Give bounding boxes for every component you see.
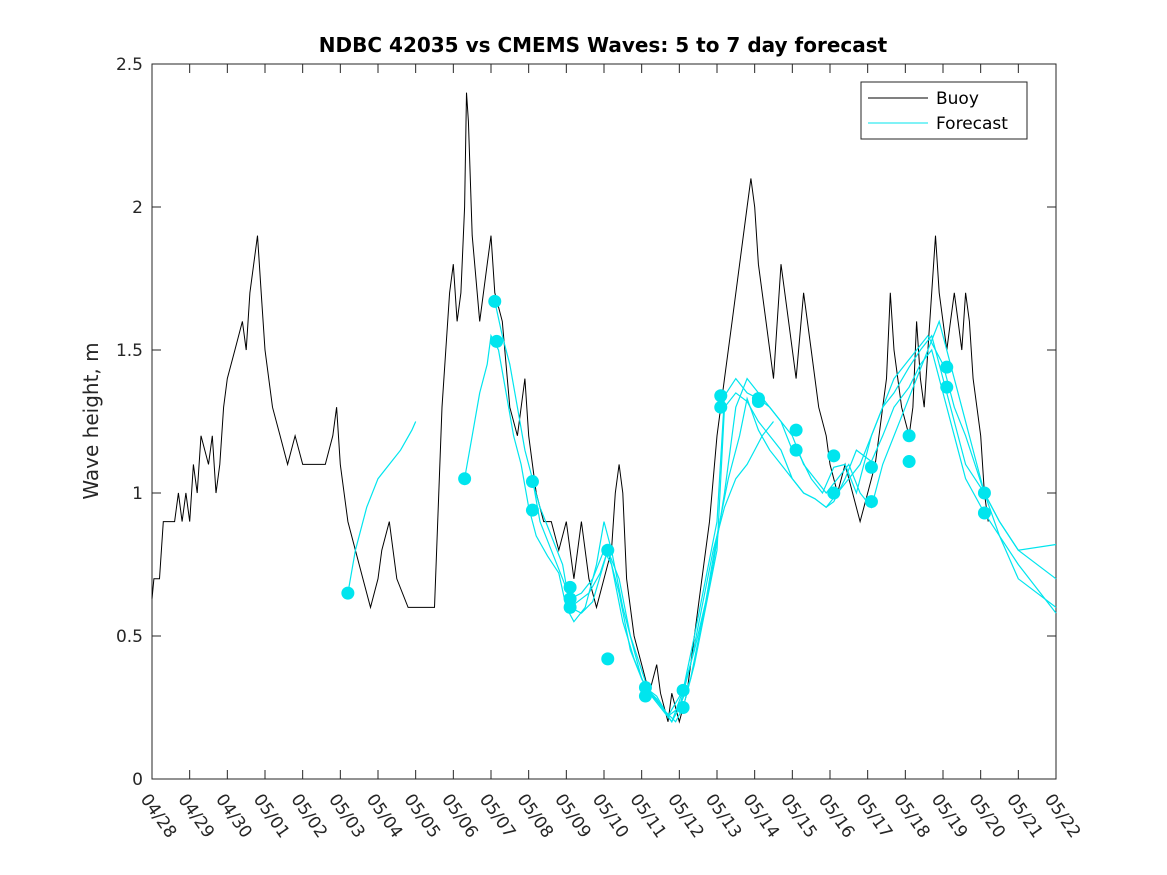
forecast-marker <box>563 600 577 614</box>
forecast-marker <box>676 683 690 697</box>
forecast-marker <box>827 486 841 500</box>
forecast-marker <box>676 701 690 714</box>
y-axis-label: Wave height, m <box>79 342 103 499</box>
y-tick-label: 2.5 <box>116 55 143 75</box>
forecast-marker <box>864 495 878 509</box>
forecast-line <box>569 348 1057 723</box>
forecast-marker <box>488 294 502 308</box>
forecast-marker <box>714 389 728 403</box>
y-tick-label: 2 <box>132 198 143 218</box>
legend-forecast-label: Forecast <box>936 114 1008 134</box>
legend-box <box>860 81 1028 140</box>
forecast-marker <box>789 423 803 437</box>
forecast-marker <box>601 543 615 557</box>
forecast-marker <box>940 360 954 374</box>
forecast-marker <box>525 503 539 517</box>
forecast-marker <box>827 449 841 463</box>
y-tick-label: 1 <box>132 484 143 504</box>
forecast-marker <box>902 455 916 469</box>
forecast-marker <box>525 475 539 489</box>
legend-buoy-label: Buoy <box>936 89 979 109</box>
forecast-marker <box>714 400 728 414</box>
forecast-line <box>645 334 1057 718</box>
buoy-line <box>151 92 989 724</box>
forecast-marker <box>458 472 472 486</box>
chart-title: NDBC 42035 vs CMEMS Waves: 5 to 7 day fo… <box>319 33 888 57</box>
forecast-marker <box>789 443 803 457</box>
forecast-marker <box>977 506 991 520</box>
forecast-marker <box>563 580 577 594</box>
y-tick-label: 0.5 <box>116 627 143 647</box>
forecast-marker <box>751 394 765 408</box>
forecast-marker <box>902 429 916 443</box>
forecast-marker <box>341 586 355 600</box>
y-tick-label: 1.5 <box>116 341 143 361</box>
forecast-marker <box>940 380 954 394</box>
forecast-marker <box>977 486 991 500</box>
plot-area: 00.511.522.504/2804/2904/3005/0105/0205/… <box>116 55 1084 842</box>
forecast-line <box>347 421 417 594</box>
plot-frame <box>151 63 1057 780</box>
legend: Buoy Forecast <box>860 81 1028 140</box>
forecast-marker <box>638 689 652 703</box>
forecast-marker <box>490 334 504 348</box>
forecast-marker <box>864 460 878 474</box>
forecast-marker <box>601 652 615 666</box>
forecast-line <box>494 301 1057 717</box>
y-tick-label: 0 <box>132 770 143 790</box>
